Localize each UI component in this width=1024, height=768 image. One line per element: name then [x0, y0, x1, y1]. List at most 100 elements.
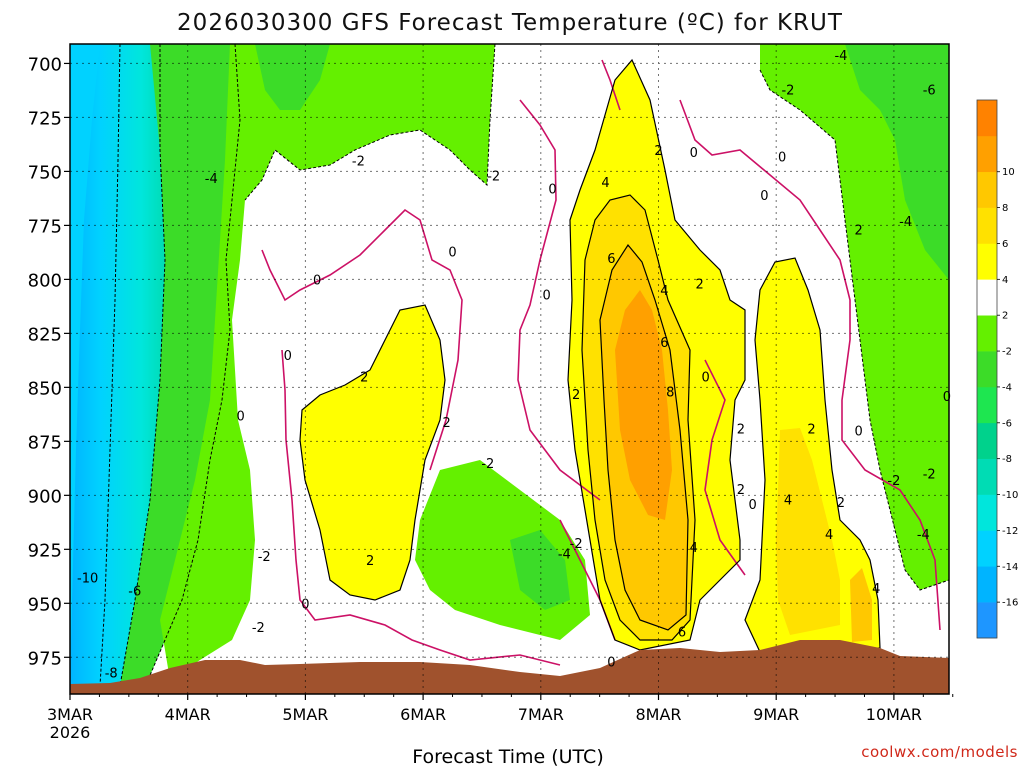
contour-label: 2 — [366, 554, 374, 569]
colorbar-swatch — [977, 422, 997, 459]
colorbar-tick-label: 2 — [1002, 311, 1008, 322]
zero-contour-3 — [517, 99, 601, 501]
positive-contours — [299, 58, 881, 653]
colorbar-tick-label: 10 — [1002, 167, 1015, 178]
colorbar-swatch — [977, 351, 997, 388]
pos-contour-2 — [299, 304, 446, 601]
colorbar-tick-label: -14 — [1002, 562, 1018, 573]
chart-title: 2026030300 GFS Forecast Temperature (ºC)… — [177, 10, 843, 36]
x-tick-label: 4MAR — [165, 705, 211, 724]
contour-label: 4 — [872, 582, 880, 597]
gridlines — [70, 44, 949, 694]
y-tick-label: 800 — [28, 270, 62, 291]
contour-label: -2 — [252, 621, 265, 636]
contour-label: 0 — [854, 425, 862, 440]
colorbar-swatch — [977, 386, 997, 424]
contour-label: 2 — [854, 224, 862, 239]
contour-label: 4 — [660, 284, 668, 299]
contour-label: -6 — [128, 584, 141, 599]
neg-contour-4 — [119, 44, 166, 687]
zero-contour-4 — [601, 59, 621, 111]
y-tick-label: 750 — [28, 162, 62, 183]
contour-label: 0 — [237, 409, 245, 424]
pos-contour-2b — [567, 58, 746, 651]
warm-blob-5mar — [300, 305, 445, 600]
contour-label: -6 — [923, 83, 936, 98]
contour-label: -2 — [887, 474, 900, 489]
x-tick-label: 9MAR — [753, 705, 799, 724]
cold-pocket-upper — [255, 44, 330, 110]
contour-label: 0 — [548, 183, 556, 198]
contour-label: -4 — [205, 172, 218, 187]
colorbar-swatch — [977, 494, 997, 531]
contour-label: 4 — [784, 494, 792, 509]
contour-label: -2 — [781, 83, 794, 98]
colorbar-tick-label: -2 — [1002, 347, 1012, 358]
contour-label: -2 — [481, 457, 494, 472]
y-tick-label: 975 — [28, 648, 62, 669]
cold-region-upper — [160, 44, 495, 680]
colorbar: -16 -14 -12 -10 -8 -6 -4 -2 2 4 6 8 10 — [976, 99, 1018, 639]
x-tick-label: 3MAR — [47, 705, 93, 724]
cold-pocket-east — [845, 44, 949, 280]
colorbar-frame — [976, 99, 998, 639]
contour-label: 4 — [601, 176, 609, 191]
colorbar-tick-label: -10 — [1002, 490, 1018, 501]
contour-label: -4 — [558, 548, 571, 563]
colorbar-tick-label: -12 — [1002, 526, 1018, 537]
contour-label: 6 — [660, 336, 668, 351]
contour-label: 2 — [807, 422, 815, 437]
contour-label: -2 — [258, 550, 271, 565]
neg-contour-6 — [99, 44, 121, 687]
zero-contours — [261, 59, 941, 666]
plot-area — [70, 44, 949, 694]
contour-label: -2 — [923, 468, 936, 483]
x-tick-label: 10MAR — [866, 705, 922, 724]
zero-contour-1 — [261, 208, 463, 471]
neg-contour-2b — [244, 44, 496, 201]
colorbar-swatch — [977, 458, 997, 495]
contour-label: 2 — [572, 388, 580, 403]
x-tick-label: 8MAR — [635, 705, 681, 724]
contour-label: -2 — [487, 170, 500, 185]
contour-label: -8 — [105, 666, 118, 681]
contour-label: 2 — [737, 422, 745, 437]
pos-contour-2c — [744, 257, 881, 653]
contour-label: 4 — [690, 541, 698, 556]
colorbar-swatch — [977, 135, 997, 173]
contour-label: 6 — [678, 625, 686, 640]
x-axis: 3MAR 4MAR 5MAR 6MAR 7MAR 8MAR 9MAR 10MAR — [47, 694, 954, 724]
y-axis: 700 725 750 775 800 825 850 875 900 925 950 975 — [28, 54, 70, 669]
colorbar-swatch — [977, 207, 997, 244]
x-tick-label: 6MAR — [400, 705, 446, 724]
credit-text: coolwx.com/models — [861, 743, 1018, 761]
contour-label: 0 — [284, 349, 292, 364]
warm-area-9mar-4 — [776, 428, 840, 635]
contour-label: 2 — [837, 496, 845, 511]
warm-plume-8 — [615, 290, 672, 520]
x-axis-year: 2026 — [50, 723, 91, 742]
colorbar-swatch — [977, 566, 997, 603]
y-tick-label: 725 — [28, 108, 62, 129]
y-tick-label: 825 — [28, 324, 62, 345]
contour-label: 2 — [442, 416, 450, 431]
contour-label: 2 — [737, 483, 745, 498]
colorbar-swatch — [977, 602, 997, 639]
colorbar-tick-label: -4 — [1002, 382, 1012, 393]
cold-edge-west — [120, 44, 240, 686]
zero-contour-2 — [281, 349, 561, 666]
contour-label: 0 — [778, 150, 786, 165]
contour-label: 2 — [696, 278, 704, 293]
y-tick-label: 875 — [28, 432, 62, 453]
contour-labels: -2-2-4-2-2-2-2-4-6-8-10-4-2 -6-42-2 -2-400… — [77, 49, 951, 682]
y-tick-label: 900 — [28, 486, 62, 507]
contour-label: 2 — [360, 371, 368, 386]
contour-label: 0 — [690, 146, 698, 161]
colorbar-tick-label: -6 — [1002, 418, 1012, 429]
x-tick-label: 5MAR — [282, 705, 328, 724]
contour-label: 0 — [301, 597, 309, 612]
colorbar-swatch — [977, 243, 997, 280]
colorbar-swatch — [977, 530, 997, 567]
contour-label: -10 — [77, 571, 98, 586]
